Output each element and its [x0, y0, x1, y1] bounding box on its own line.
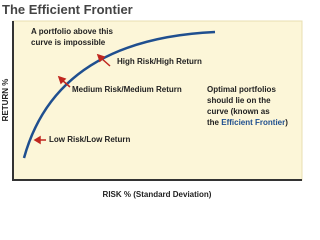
frontier-curve — [22, 30, 216, 159]
annotation: High Risk/High Return — [117, 57, 202, 66]
annotation: Low Risk/Low Return — [49, 135, 130, 144]
arrow-head — [96, 53, 106, 63]
x-axis-label: RISK % (Standard Deviation) — [103, 190, 212, 199]
annotation: curve is impossible — [31, 38, 106, 47]
plot-area — [12, 20, 303, 181]
page: The Efficient Frontier RETURN % RISK % (… — [1, 2, 303, 199]
arrows — [33, 53, 111, 145]
annotation: Medium Risk/Medium Return — [72, 85, 182, 94]
annotation: should lie on the — [207, 96, 271, 105]
arrow-head — [57, 75, 67, 85]
annotation: A portfolio above this — [31, 27, 113, 36]
annotation: the Efficient Frontier) — [207, 118, 288, 127]
title: The Efficient Frontier — [2, 2, 133, 17]
highlight: Efficient Frontier — [221, 118, 285, 127]
annotation-part: ) — [285, 118, 288, 127]
annotation-part: the — [207, 118, 221, 127]
arrow-head — [33, 135, 41, 145]
y-axis-label: RETURN % — [1, 79, 10, 122]
annotation: curve (known as — [207, 107, 270, 116]
diagram: The Efficient Frontier RETURN % RISK % (… — [1, 2, 303, 199]
annotation: Optimal portfolios — [207, 85, 276, 94]
